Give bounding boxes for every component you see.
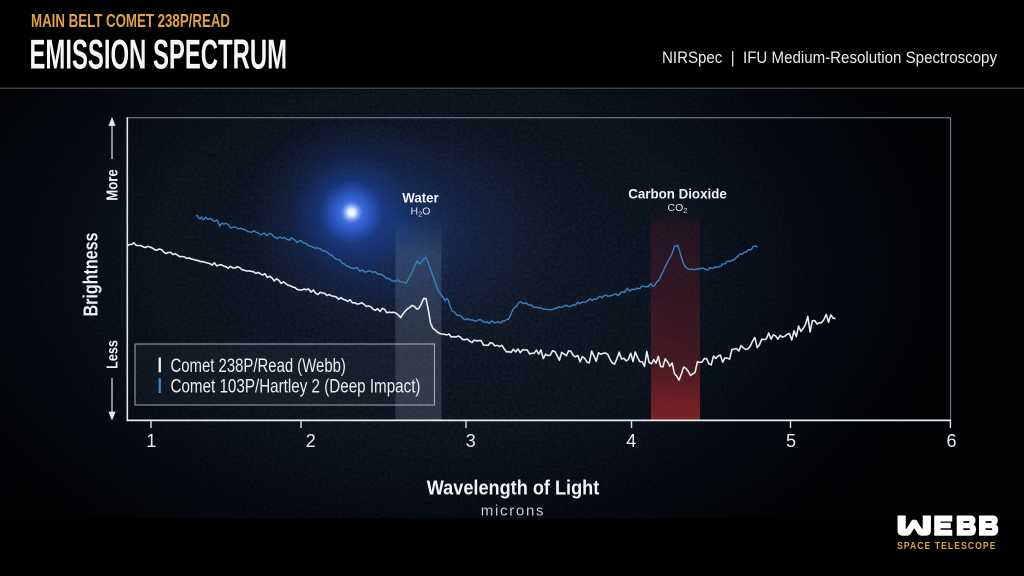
svg-text:EMISSION SPECTRUM: EMISSION SPECTRUM [30,31,288,78]
svg-text:NIRSpec | IFU Medium-Resolut: NIRSpec | IFU Medium-Resolution Spectros… [662,49,998,67]
svg-text:Comet 103P/Hartley 2 (Deep Imp: Comet 103P/Hartley 2 (Deep Impact) [171,377,421,398]
svg-text:Brightness: Brightness [81,233,103,317]
svg-text:More: More [105,169,122,201]
svg-text:Comet 238P/Read (Webb): Comet 238P/Read (Webb) [171,356,346,377]
svg-text:Less: Less [105,340,122,369]
svg-text:2: 2 [306,431,316,451]
svg-text:H2O: H2O [411,206,431,219]
svg-text:Carbon Dioxide: Carbon Dioxide [628,187,727,202]
svg-text:CO2: CO2 [668,202,688,215]
svg-text:3: 3 [466,431,476,451]
svg-text:SPACE TELESCOPE: SPACE TELESCOPE [897,541,997,552]
svg-text:Water: Water [402,190,439,205]
svg-text:1: 1 [146,431,156,451]
svg-text:MAIN BELT COMET 238P/READ: MAIN BELT COMET 238P/READ [31,10,230,31]
svg-text:Wavelength of Light: Wavelength of Light [427,477,600,499]
svg-text:6: 6 [946,431,956,451]
svg-text:microns: microns [481,503,545,520]
svg-text:5: 5 [786,431,796,451]
svg-text:4: 4 [626,431,636,451]
